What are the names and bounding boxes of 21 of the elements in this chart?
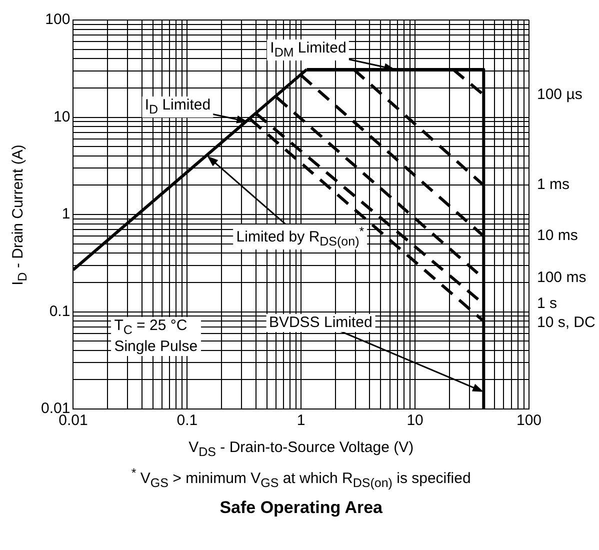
text: 10 s, DC [535, 314, 598, 332]
text: 1 s [535, 295, 560, 314]
x-tick-label: 0.1 [176, 412, 198, 430]
text: 10 ms [535, 227, 580, 246]
text: 100 ms [535, 269, 588, 288]
annotation: I$_{DM}$ Limited [267, 40, 350, 61]
text: $^{*}$ V$_{GS}$ > minimum V$_{GS}$ at which R$_{DS(on)}$ is specified [131, 466, 471, 491]
y-tick-label: 1 [62, 206, 70, 223]
x-tick-label: 10 [406, 412, 424, 430]
annotation: I$_{D}$ Limited [142, 96, 214, 118]
y-tick-label: 10 [54, 108, 70, 126]
x-axis-title: V$_{DS}$ - Drain-to-Source Voltage (V) [188, 439, 414, 460]
text: Safe Operating Area [220, 498, 382, 518]
x-tick-label: 100 [516, 412, 542, 430]
text: 1 ms [535, 176, 572, 194]
x-tick-label: 1 [296, 412, 306, 430]
annotation: T$_{C}$ = 25 °C Single Pulse [111, 317, 201, 356]
text: 100 µs [535, 86, 584, 104]
annotation: BVDSS Limited [266, 314, 376, 332]
y-tick-label: 100 [45, 11, 70, 28]
y-tick-label: 0.1 [49, 302, 70, 320]
